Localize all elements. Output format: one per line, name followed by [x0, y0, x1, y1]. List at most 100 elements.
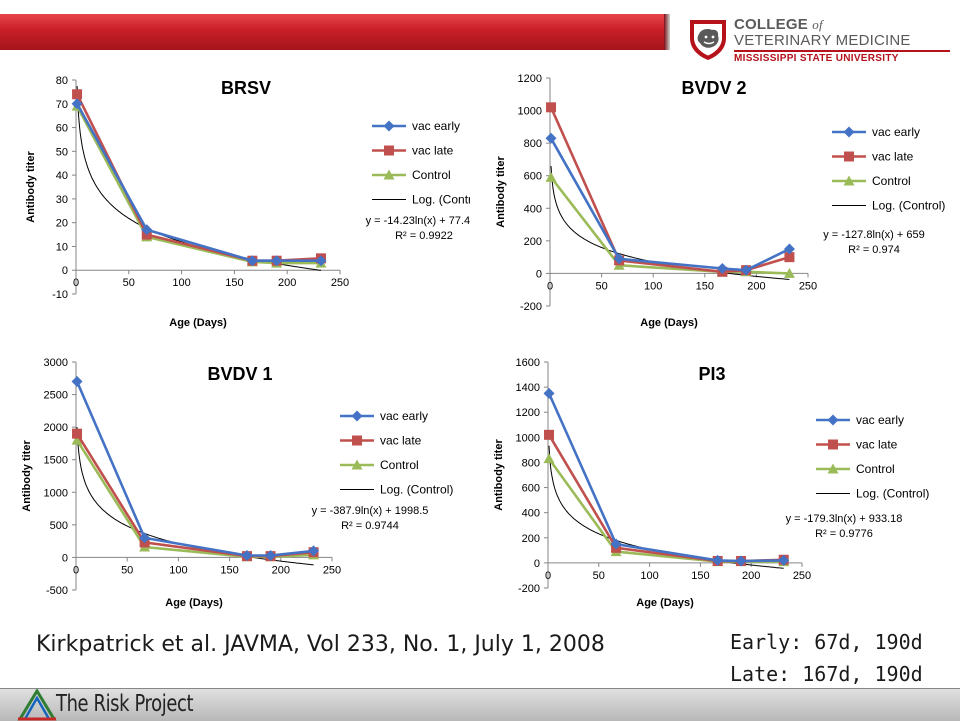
series-vac-early [71, 376, 320, 561]
chart-svg: -200 0 200 400 600 800 1000 1200 0 50 100 150 200 250… [495, 73, 945, 329]
y-tick-label: 500 [50, 520, 68, 532]
data-point [545, 132, 557, 144]
trendline-equation: y = -14.23ln(x) + 77.454 [366, 215, 470, 227]
data-point [712, 554, 724, 566]
trendline-log-control [76, 86, 322, 271]
logo-university-text: MISSISSIPPI STATE UNIVERSITY [734, 53, 899, 64]
x-tick-label: 150 [696, 280, 714, 292]
data-point [783, 243, 795, 255]
data-point [71, 98, 83, 110]
x-axis-label: Age (Days) [169, 317, 227, 329]
data-point [271, 255, 283, 267]
data-point [246, 255, 258, 267]
trendline-r-squared: R² = 0.9776 [815, 528, 873, 540]
x-tick-label: 0 [545, 570, 551, 582]
chart-title: BVDV 2 [681, 78, 746, 98]
y-axis-label: Antibody titer [21, 440, 33, 512]
x-tick-label: 100 [644, 280, 662, 292]
legend-marker [352, 435, 362, 446]
legend-label: vac late [872, 150, 914, 164]
legend-label: vac early [856, 413, 904, 427]
legend: vac early vac late Control Log. (Control) [832, 125, 945, 213]
y-tick-label: 1500 [44, 455, 68, 467]
y-tick-label: 400 [522, 508, 540, 520]
y-tick-label: 10 [56, 241, 68, 253]
x-tick-label: 250 [793, 570, 811, 582]
y-tick-label: 0 [62, 265, 68, 277]
series-line [75, 103, 321, 262]
series-line [547, 392, 784, 563]
chart-bvdv1: -500 0 500 1000 1500 2000 2500 3000 0 50 100 150 200… [16, 352, 472, 614]
series-control [71, 100, 327, 268]
risk-triangle-icon [17, 689, 57, 721]
logo-divider [734, 50, 950, 52]
data-point [610, 538, 622, 550]
chart-title: BRSV [221, 78, 271, 98]
data-point [72, 89, 83, 100]
chart-svg: -500 0 500 1000 1500 2000 2500 3000 0 50 100 150 200… [21, 357, 453, 609]
data-point [139, 532, 151, 544]
data-point [546, 102, 557, 113]
chart-bvdv2: -200 0 200 400 600 800 1000 1200 0 50 100 150 200 250… [490, 66, 952, 334]
y-tick-label: 40 [56, 170, 68, 182]
chart-title: BVDV 1 [207, 364, 272, 384]
x-tick-label: 0 [73, 564, 79, 576]
x-tick-label: 50 [593, 570, 605, 582]
legend: vac early vac late Control Log. (Control) [340, 409, 453, 497]
logo-college-text: COLLEGE of [734, 16, 823, 33]
series-vac-late [72, 428, 319, 562]
y-tick-label: 1000 [44, 487, 68, 499]
data-point [308, 545, 320, 557]
y-axis-label: Antibody titer [493, 439, 505, 511]
legend-label: Control [380, 458, 419, 472]
legend-marker [844, 151, 854, 162]
y-tick-label: -200 [520, 301, 542, 313]
bulldog-seal-icon [690, 20, 726, 60]
y-tick-label: 800 [524, 138, 542, 150]
x-tick-label: 200 [742, 570, 760, 582]
legend-label: vac early [380, 409, 428, 423]
data-point [141, 224, 153, 236]
series-line [549, 176, 790, 275]
legend-label: Log. (Control) [856, 487, 929, 501]
legend-marker [384, 145, 394, 156]
data-point [543, 387, 555, 399]
legend-label: Log. (Control) [872, 199, 945, 213]
x-tick-label: 200 [272, 564, 290, 576]
data-point [613, 253, 625, 265]
college-logo: COLLEGE of VETERINARY MEDICINE MISSISSIP… [686, 16, 954, 66]
chart-pi3: -200 0 200 400 600 800 1000 1200 1400 1600 0 50 100 1… [488, 352, 952, 614]
data-point [544, 429, 555, 440]
legend-label: vac early [872, 125, 920, 139]
y-tick-label: 400 [524, 203, 542, 215]
data-point [778, 554, 790, 566]
y-tick-label: 60 [56, 123, 68, 135]
y-axis-label: Antibody titer [495, 156, 507, 228]
x-tick-label: 200 [278, 277, 296, 289]
data-point [543, 453, 555, 464]
legend-marker [351, 459, 363, 470]
legend-marker [843, 126, 855, 138]
series-control [543, 453, 790, 567]
y-tick-label: 0 [62, 552, 68, 564]
y-tick-label: 0 [534, 558, 540, 570]
data-point [784, 252, 795, 263]
y-tick-label: 1200 [516, 407, 540, 419]
header-bar [0, 14, 668, 50]
data-point [716, 263, 728, 275]
data-point [783, 267, 795, 278]
logo-vetmed-text: VETERINARY MEDICINE [734, 32, 911, 49]
x-tick-label: 100 [172, 277, 190, 289]
footer-bar: The Risk Project [0, 688, 960, 721]
y-tick-label: 80 [56, 75, 68, 87]
series-vac-late [546, 102, 795, 277]
legend-marker [827, 463, 839, 474]
x-tick-label: 200 [747, 280, 765, 292]
legend-label: vac late [412, 144, 454, 158]
trendline-r-squared: R² = 0.9744 [341, 520, 399, 532]
header-bar-edge [664, 14, 670, 50]
x-tick-label: 50 [121, 564, 133, 576]
x-axis-label: Age (Days) [636, 597, 694, 609]
legend-label: vac early [412, 119, 460, 133]
data-point [265, 549, 277, 561]
